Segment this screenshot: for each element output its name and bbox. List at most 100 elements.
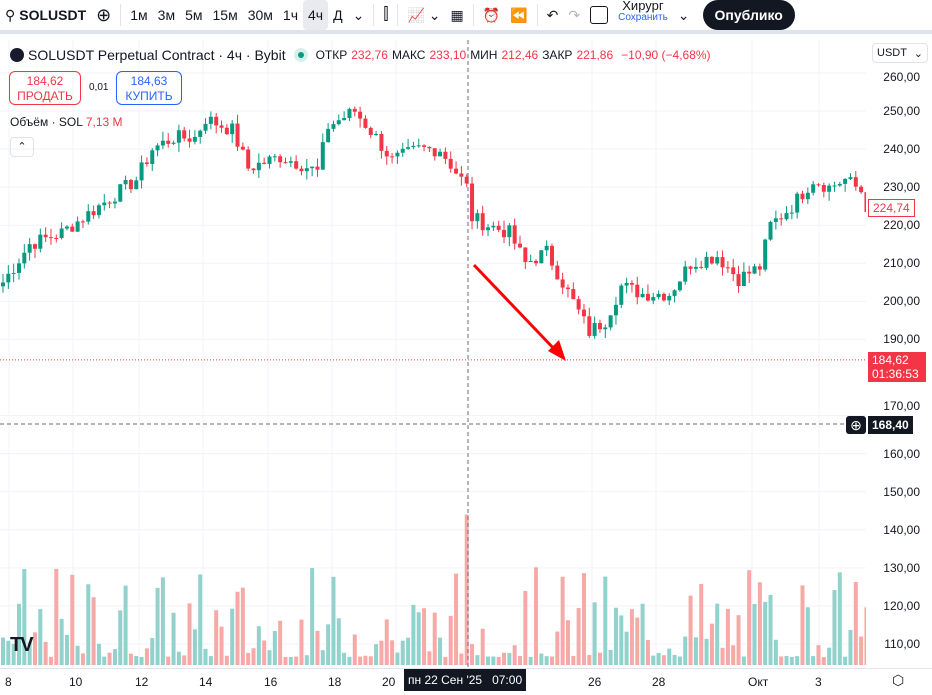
volume-bar [699, 583, 704, 665]
replay-button[interactable]: ⏪ [505, 0, 532, 30]
indicators-button[interactable]: 📈 ⌄ [407, 6, 441, 23]
candle-body [91, 211, 96, 216]
collapse-legend-button[interactable]: ⌃ [10, 137, 34, 157]
tradingview-logo: TV [10, 634, 34, 656]
undo-button[interactable]: ↶ [542, 0, 564, 30]
chart-type-button[interactable]: ⫿ [378, 0, 393, 30]
volume-bar [134, 656, 139, 665]
layout-save[interactable]: Хирург Сохранить [618, 0, 668, 23]
interval-3[interactable]: 15м [212, 7, 238, 23]
volume-bar [821, 656, 826, 665]
volume-bar [667, 648, 672, 665]
candle-body [821, 185, 826, 192]
rewind-icon: ⏪ [510, 6, 528, 23]
volume-bar [763, 601, 768, 665]
volume-bar [534, 567, 538, 665]
candle-body [278, 156, 283, 163]
volume-bar [416, 612, 421, 665]
volume-bar [464, 514, 469, 665]
price-tick: 260,00 [883, 69, 920, 84]
candle-body [128, 179, 133, 190]
volume-bar [741, 656, 746, 665]
volume-bar [400, 640, 405, 665]
volume-bar [11, 643, 16, 665]
candle-body [507, 225, 512, 238]
currency-select[interactable]: USDT ⌄ [872, 43, 928, 63]
volume-bar [470, 644, 475, 665]
alert-button[interactable]: ⏰ [478, 0, 505, 30]
candle-body [427, 146, 432, 149]
volume-bar [331, 576, 336, 665]
candle-body [198, 130, 203, 137]
interval-4[interactable]: 30м [247, 7, 273, 23]
volume-bar [6, 640, 11, 665]
layout-dropdown[interactable]: ⌄ [673, 0, 695, 30]
layout-button[interactable] [585, 0, 613, 30]
candle-body [576, 299, 581, 310]
candle-body [677, 281, 682, 291]
volume-bar [795, 656, 800, 665]
candle-body [123, 179, 128, 185]
volume-bar [326, 624, 331, 665]
price-chart[interactable] [0, 40, 866, 668]
candle-body [608, 315, 613, 328]
volume-bar [800, 585, 805, 665]
volume-bar [811, 656, 816, 665]
volume-bar [363, 655, 368, 665]
volume-bar [22, 568, 27, 665]
volume-bar [70, 574, 75, 665]
volume-bar [102, 656, 107, 665]
candles-icon: ⫿ [383, 6, 389, 23]
candle-body [603, 327, 608, 330]
candle-body [102, 202, 107, 206]
volume-bar [672, 655, 677, 665]
volume-bar [432, 612, 437, 665]
volume-bar [816, 645, 821, 665]
interval-1[interactable]: 3м [157, 7, 176, 23]
candle-body [336, 120, 341, 125]
interval-6[interactable]: 4ч [303, 0, 329, 30]
volume-bar [256, 626, 261, 665]
candle-body [613, 304, 618, 316]
price-axis[interactable]: 260,00 250,00 240,00 230,00 220,00 210,00 200,… [866, 40, 932, 666]
time-axis[interactable]: 8 10 12 14 16 18 20 26 28 Окт 3 [0, 668, 932, 695]
volume-bar [843, 656, 848, 665]
symbol-search[interactable]: ⚲ SOLUSDT [5, 6, 87, 24]
buy-button[interactable]: 184,63 КУПИТЬ [116, 71, 182, 105]
candle-body [155, 145, 160, 151]
candle-body [86, 211, 91, 222]
candle-body [379, 133, 384, 151]
candle-body [864, 192, 866, 212]
candle-body [763, 239, 768, 270]
volume-bar [219, 626, 224, 665]
volume-bar [448, 615, 453, 665]
volume-bar [571, 655, 576, 665]
add-alert-plus-icon[interactable]: ⊕ [846, 416, 866, 434]
templates-button[interactable]: ▦ [446, 0, 469, 30]
redo-button[interactable]: ↷ [563, 0, 585, 30]
candle-body [811, 184, 816, 193]
volume-bar [560, 576, 565, 665]
add-symbol-button[interactable]: ⊕ [91, 0, 116, 30]
price-tick: 210,00 [883, 256, 920, 271]
publish-button[interactable]: Опублико [702, 0, 795, 30]
volume-bar [144, 648, 149, 665]
square-icon [590, 6, 609, 24]
volume-bar [299, 619, 304, 665]
volume-bar [352, 634, 357, 665]
settings-icon[interactable]: ⬡ [892, 672, 905, 688]
candle-body [688, 266, 693, 269]
volume-bar [565, 620, 570, 665]
interval-5[interactable]: 1ч [282, 7, 299, 23]
indicators-icon: 📈 [407, 6, 425, 23]
interval-2[interactable]: 5м [185, 7, 203, 23]
volume-bar [619, 615, 624, 665]
interval-7[interactable]: Д [333, 7, 343, 23]
interval-dropdown[interactable]: ⌄ [348, 0, 370, 30]
volume-bar [827, 647, 832, 665]
volume-bar [38, 609, 43, 665]
volume-bar [629, 609, 634, 665]
interval-0[interactable]: 1м [130, 7, 148, 23]
time-tick: Окт [748, 675, 769, 689]
sell-button[interactable]: 184,62 ПРОДАТЬ [9, 71, 81, 105]
